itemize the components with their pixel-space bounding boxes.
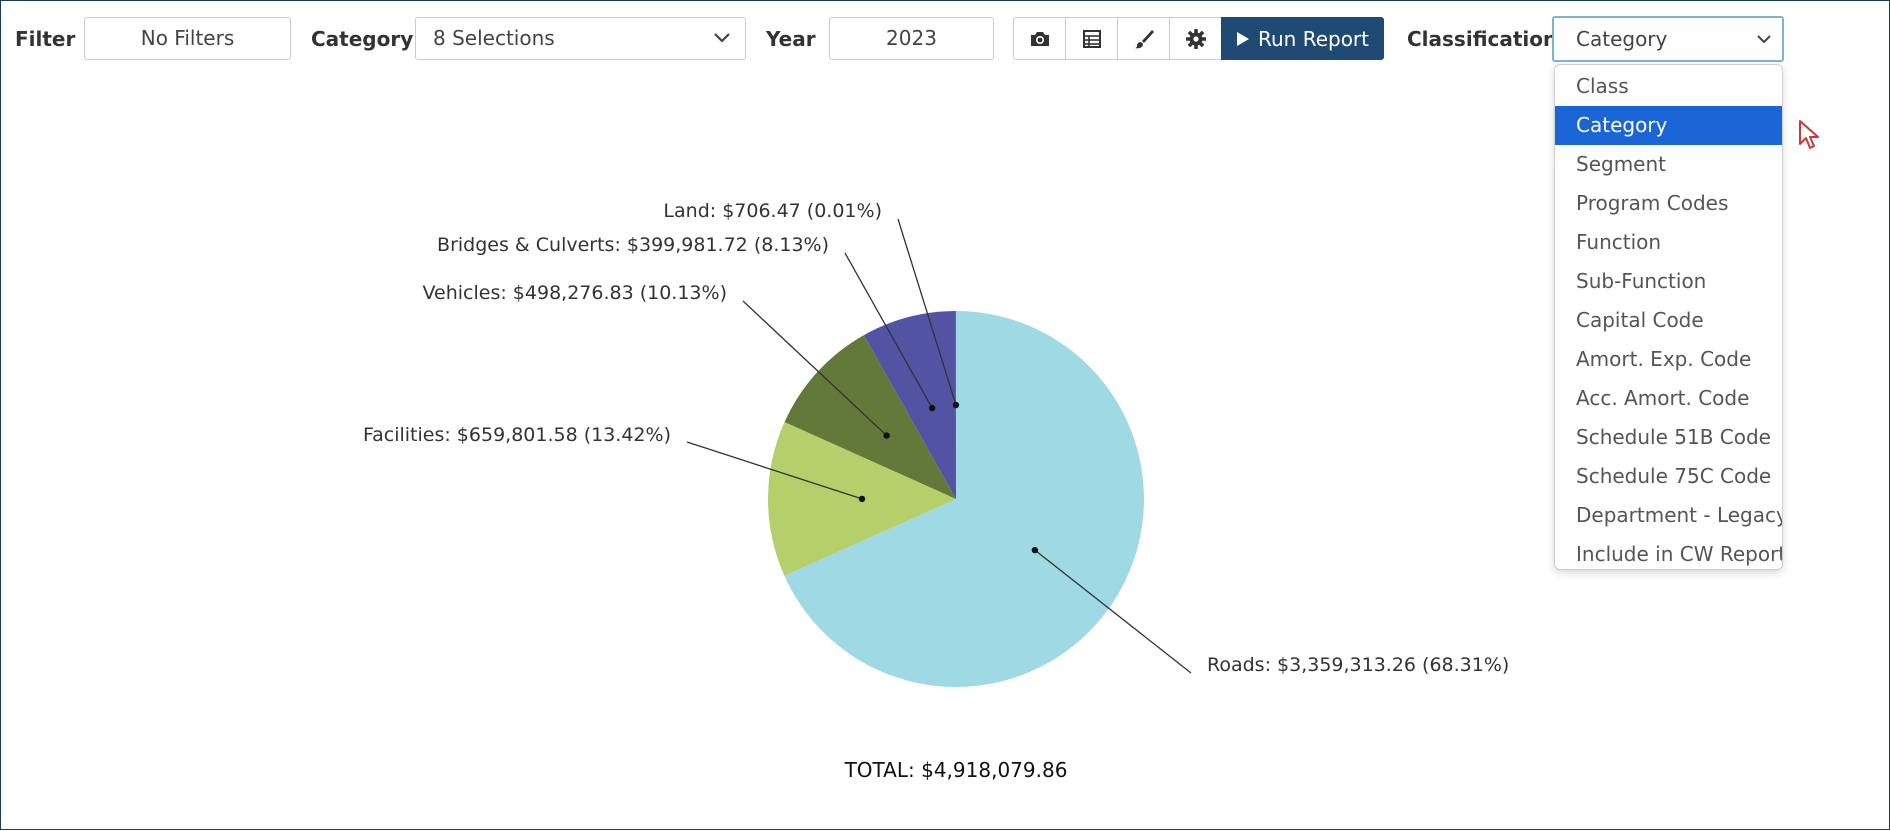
slice-label: Roads: $3,359,313.26 (68.31%) [1207,654,1509,676]
leader-dot [953,402,959,408]
slice-label: Bridges & Culverts: $399,981.72 (8.13%) [437,234,829,256]
leader-dot [883,432,889,438]
leader-dot [929,405,935,411]
mouse-cursor-icon [1798,119,1820,151]
slice-label: Land: $706.47 (0.01%) [663,200,882,222]
leader-dot [859,496,865,502]
slice-label: Vehicles: $498,276.83 (10.13%) [423,282,727,304]
leader-dot [1032,547,1038,553]
slice-label: Facilities: $659,801.58 (13.42%) [363,424,671,446]
chart-total: TOTAL: $4,918,079.86 [1,758,1890,782]
